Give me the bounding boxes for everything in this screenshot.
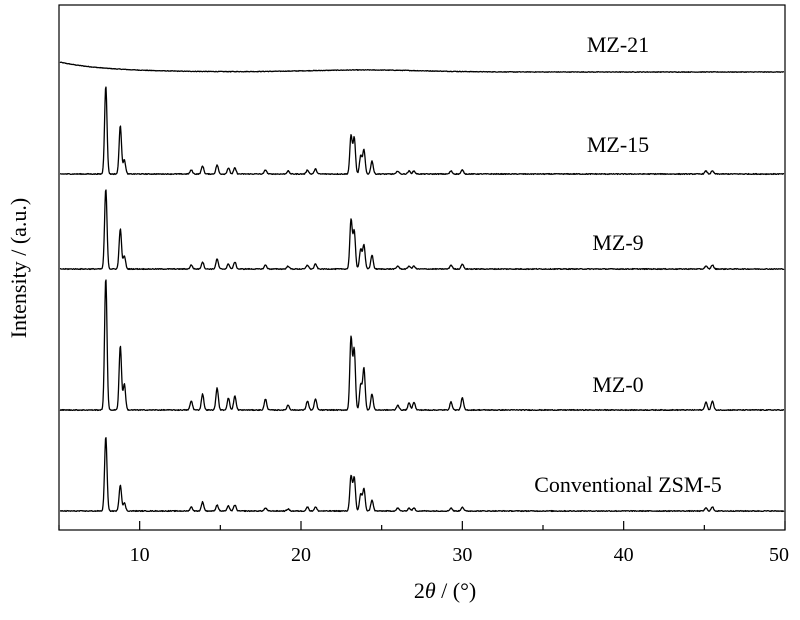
y-axis-label: Intensity / (a.u.) [6, 198, 31, 339]
series-layer [59, 61, 785, 513]
x-axis-label: 2θ / (°) [414, 578, 476, 603]
series-line-mz-0 [59, 279, 785, 412]
series-label-mz-21: MZ-21 [587, 32, 649, 57]
series-label-mz-15: MZ-15 [587, 132, 649, 157]
x-tick-label: 20 [291, 544, 311, 566]
series-label-conventional-zsm-5: Conventional ZSM-5 [534, 472, 722, 497]
x-tick-label: 10 [130, 544, 150, 566]
x-axis-label-prefix: 2 [414, 578, 425, 603]
series-line-mz-21 [59, 61, 785, 73]
series-label-mz-9: MZ-9 [592, 230, 643, 255]
x-axis-label-suffix: / (°) [436, 578, 477, 603]
x-axis: 10 20 30 40 50 [58, 521, 789, 566]
series-label-mz-0: MZ-0 [592, 372, 643, 397]
x-axis-label-variable: θ [425, 578, 436, 603]
x-tick-label: 50 [769, 544, 789, 566]
series-line-mz-15 [59, 86, 785, 176]
x-tick-label: 40 [614, 544, 634, 566]
x-tick-label: 30 [452, 544, 472, 566]
series-line-conventional-zsm-5 [59, 437, 785, 513]
series-labels: MZ-21 MZ-15 MZ-9 MZ-0 Conventional ZSM-5 [534, 32, 722, 497]
plot-frame [58, 4, 786, 531]
series-line-mz-9 [59, 189, 785, 271]
